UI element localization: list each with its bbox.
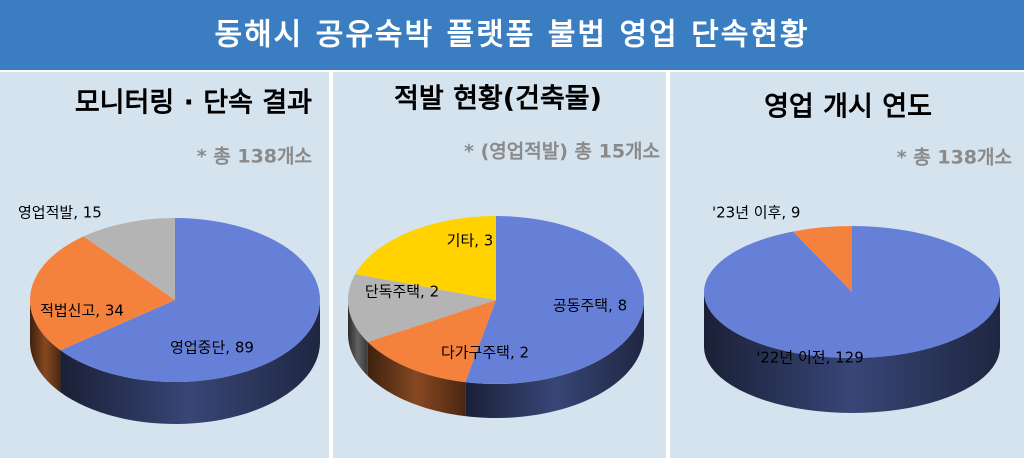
data-label: 공동주택, 8 — [553, 297, 627, 315]
chart-subtitle: * 총 138개소 — [197, 146, 312, 168]
data-label: 영업적발, 15 — [18, 204, 102, 222]
chart-title: 적발 현황(건축물) — [394, 84, 602, 115]
data-label: 기타, 3 — [447, 232, 494, 250]
data-label: 영업중단, 89 — [170, 339, 254, 357]
data-label: 적법신고, 34 — [40, 302, 124, 320]
slice-side — [60, 300, 321, 424]
banner-title: 동해시 공유숙박 플랫폼 불법 영업 단속현황 — [214, 18, 809, 53]
slice — [465, 216, 644, 384]
slice — [793, 226, 852, 292]
slice-side — [367, 342, 466, 417]
chart-subtitle: * 총 138개소 — [897, 147, 1012, 169]
slice — [348, 274, 496, 342]
slice-side — [704, 292, 1000, 413]
chart-title: 영업 개시 연도 — [764, 92, 932, 123]
slice — [60, 218, 321, 382]
slice — [83, 218, 175, 300]
slice-side — [348, 300, 368, 376]
slice — [29, 236, 175, 351]
slice-side — [30, 300, 61, 393]
slice-side — [465, 300, 644, 418]
data-label: '23년 이후, 9 — [712, 204, 800, 222]
chart-title: 모니터링 · 단속 결과 — [75, 88, 312, 119]
data-label: 다가구주택, 2 — [441, 344, 529, 362]
slice — [367, 300, 496, 383]
banner — [0, 0, 1024, 70]
data-label: 단독주택, 2 — [365, 283, 439, 301]
chart-subtitle: * (영업적발) 총 15개소 — [464, 141, 660, 163]
slice — [355, 216, 496, 300]
data-label: '22년 이전, 129 — [756, 349, 864, 367]
